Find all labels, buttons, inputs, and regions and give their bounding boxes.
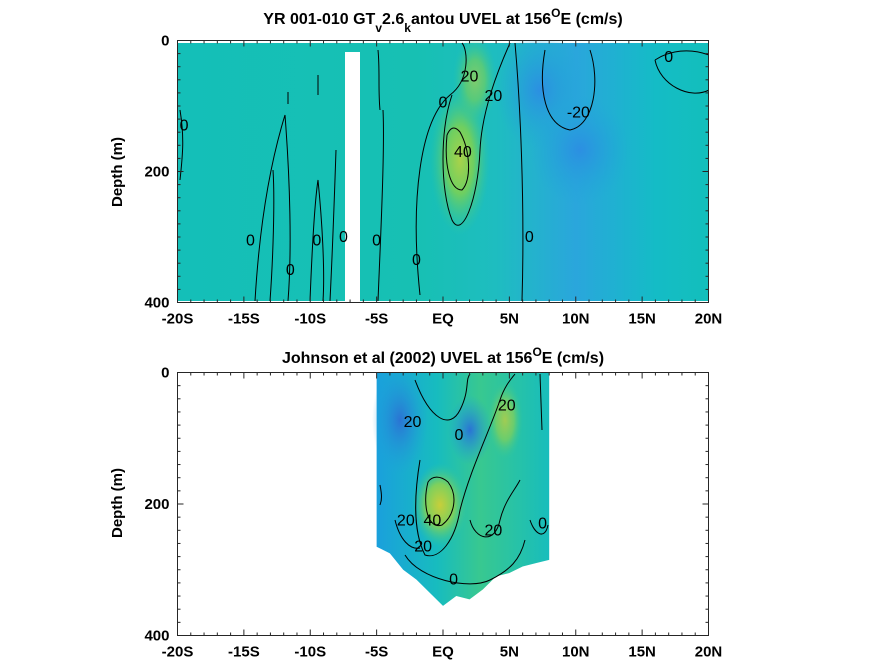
x-tick-label: -10S — [294, 311, 326, 328]
contour-line — [425, 476, 455, 527]
x-tick-label: 20N — [695, 644, 723, 661]
contour-line — [379, 484, 382, 506]
x-tick-label: 5N — [500, 311, 519, 328]
undercurrent-upper — [453, 40, 497, 125]
contour-label: 20 — [404, 414, 422, 431]
contour-label: 0 — [180, 118, 189, 135]
contour-label: 0 — [525, 229, 534, 246]
y-tick-label: 200 — [144, 164, 169, 181]
contour-label: 0 — [664, 49, 673, 66]
contour-label: 0 — [439, 95, 448, 112]
westward-core-deep — [530, 95, 630, 205]
y-tick-label: 400 — [144, 295, 169, 312]
contour-line — [415, 373, 516, 557]
x-tick-label: -20S — [162, 644, 194, 661]
lower-panel-title: Johnson et al (2002) UVEL at 156OE (cm/s… — [282, 345, 604, 367]
westward-core — [372, 372, 428, 475]
x-tick-label: -10S — [294, 644, 326, 661]
contour-label: 0 — [246, 232, 255, 249]
contour-label: 20 — [485, 88, 503, 105]
lower-x-axis: -20S -15S -10S -5S EQ 5N 10N 15N 20N — [162, 372, 723, 661]
contour-label: 40 — [423, 512, 441, 529]
contour-label: 20 — [414, 539, 432, 556]
contour-line — [445, 127, 470, 191]
contour-label: 0 — [538, 516, 547, 533]
contour-label: 20 — [461, 69, 479, 86]
lower-y-axis-label: Depth (m) — [109, 468, 126, 538]
y-tick-label: 400 — [144, 628, 169, 645]
x-tick-label: -5S — [365, 311, 388, 328]
x-tick-label: 10N — [562, 644, 590, 661]
x-tick-label: 5N — [500, 644, 519, 661]
x-tick-label: EQ — [432, 311, 454, 328]
x-tick-label: -20S — [162, 311, 194, 328]
contour-line — [541, 49, 596, 131]
contour-line — [329, 149, 337, 302]
x-tick-label: EQ — [432, 644, 454, 661]
y-tick-label: 0 — [161, 365, 169, 382]
lower-heatmap: 20 0 20 20 40 20 20 0 0 — [372, 372, 550, 606]
contour-label: 0 — [286, 262, 295, 279]
contour-line — [394, 519, 421, 549]
undercurrent-core — [412, 463, 468, 547]
upper-x-axis: -20S -15S -10S -5S EQ 5N 10N 15N 20N — [162, 40, 723, 328]
lower-contour-labels: 20 0 20 20 40 20 20 0 0 — [397, 397, 547, 588]
contour-line — [309, 179, 325, 302]
contour-label: 0 — [312, 232, 321, 249]
contour-label: 20 — [397, 512, 415, 529]
x-tick-label: -15S — [228, 644, 260, 661]
x-tick-label: -5S — [365, 644, 388, 661]
data-gap — [345, 52, 360, 303]
contour-line — [654, 50, 709, 94]
contour-label: -20 — [567, 105, 590, 122]
x-tick-label: 15N — [628, 644, 656, 661]
upper-panel-title: YR 001-010 GTv2.6kantou UVEL at 156OE (c… — [263, 6, 622, 35]
x-tick-label: 15N — [628, 311, 656, 328]
contour-label: 0 — [372, 232, 381, 249]
contour-label: 20 — [485, 522, 503, 539]
contour-label: 0 — [339, 229, 348, 246]
upper-panel: YR 001-010 GTv2.6kantou UVEL at 156OE (c… — [109, 6, 722, 328]
upper-y-axis-label: Depth (m) — [109, 137, 126, 207]
lower-panel: Johnson et al (2002) UVEL at 156OE (cm/s… — [109, 345, 722, 661]
contour-label: 0 — [454, 427, 463, 444]
x-tick-label: 20N — [695, 311, 723, 328]
contour-line — [469, 479, 521, 538]
contour-label: 20 — [498, 397, 516, 414]
contour-label: 40 — [454, 144, 472, 161]
y-tick-label: 0 — [161, 33, 169, 50]
x-tick-label: -15S — [228, 311, 260, 328]
contour-line — [377, 49, 384, 302]
contour-line — [254, 114, 291, 302]
contour-label: 0 — [412, 252, 421, 269]
upper-jet — [487, 380, 523, 460]
contour-line — [404, 539, 526, 585]
contour-line — [514, 42, 524, 302]
contour-line — [179, 109, 184, 181]
contour-line — [442, 42, 511, 226]
contour-label: 0 — [449, 572, 458, 589]
contour-line — [287, 75, 319, 104]
contour-line — [529, 373, 549, 535]
contour-line — [415, 42, 467, 296]
y-tick-label: 200 — [144, 496, 169, 513]
contour-line — [269, 169, 275, 302]
x-tick-label: 10N — [562, 311, 590, 328]
contour-line — [414, 373, 471, 421]
